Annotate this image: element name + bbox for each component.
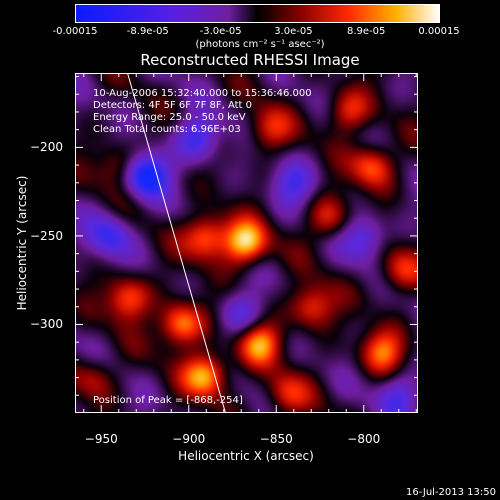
y-tick-label: −250 [30, 228, 63, 243]
info-line: 10-Aug-2006 15:32:40.000 to 15:36:46.000 [93, 88, 312, 99]
x-tick-label: −950 [84, 432, 118, 446]
colorbar-tick-label: -3.0e-05 [199, 26, 242, 37]
y-axis-label: Heliocentric Y (arcsec) [15, 175, 29, 311]
colorbar-tick-label: 3.0e-05 [274, 26, 313, 37]
chart-title: Reconstructed RHESSI Image [140, 51, 360, 69]
colorbar [75, 4, 440, 23]
colorbar-gradient [75, 4, 440, 23]
plot-frame [75, 73, 418, 413]
x-tick-label: −800 [347, 432, 381, 446]
info-line: Energy Range: 25.0 - 50.0 keV [93, 112, 246, 123]
heatmap-image [75, 73, 418, 413]
solar-limb-line [127, 73, 226, 413]
y-tick-label: −300 [30, 317, 63, 332]
y-tick-label: −200 [30, 140, 63, 155]
x-axis-label: Heliocentric X (arcsec) [178, 449, 314, 463]
peak-position-label: Position of Peak = [-868,-254] [93, 395, 243, 406]
info-line: Detectors: 4F 5F 6F 7F 8F, Att 0 [93, 100, 253, 111]
x-tick-label: −900 [172, 432, 206, 446]
colorbar-tick-label: -8.9e-05 [126, 26, 169, 37]
colorbar-tick-label: 8.9e-05 [346, 26, 386, 37]
x-tick-label: −850 [259, 432, 293, 446]
footer-date: 16-Jul-2013 13:50 [405, 487, 496, 498]
colorbar-tick-label: -0.00015 [52, 26, 98, 37]
info-line: Clean Total counts: 6.96E+03 [93, 124, 241, 135]
colorbar-tick-label: 0.00015 [418, 26, 460, 37]
colorbar-units: (photons cm⁻² s⁻¹ asec⁻²) [195, 39, 325, 50]
